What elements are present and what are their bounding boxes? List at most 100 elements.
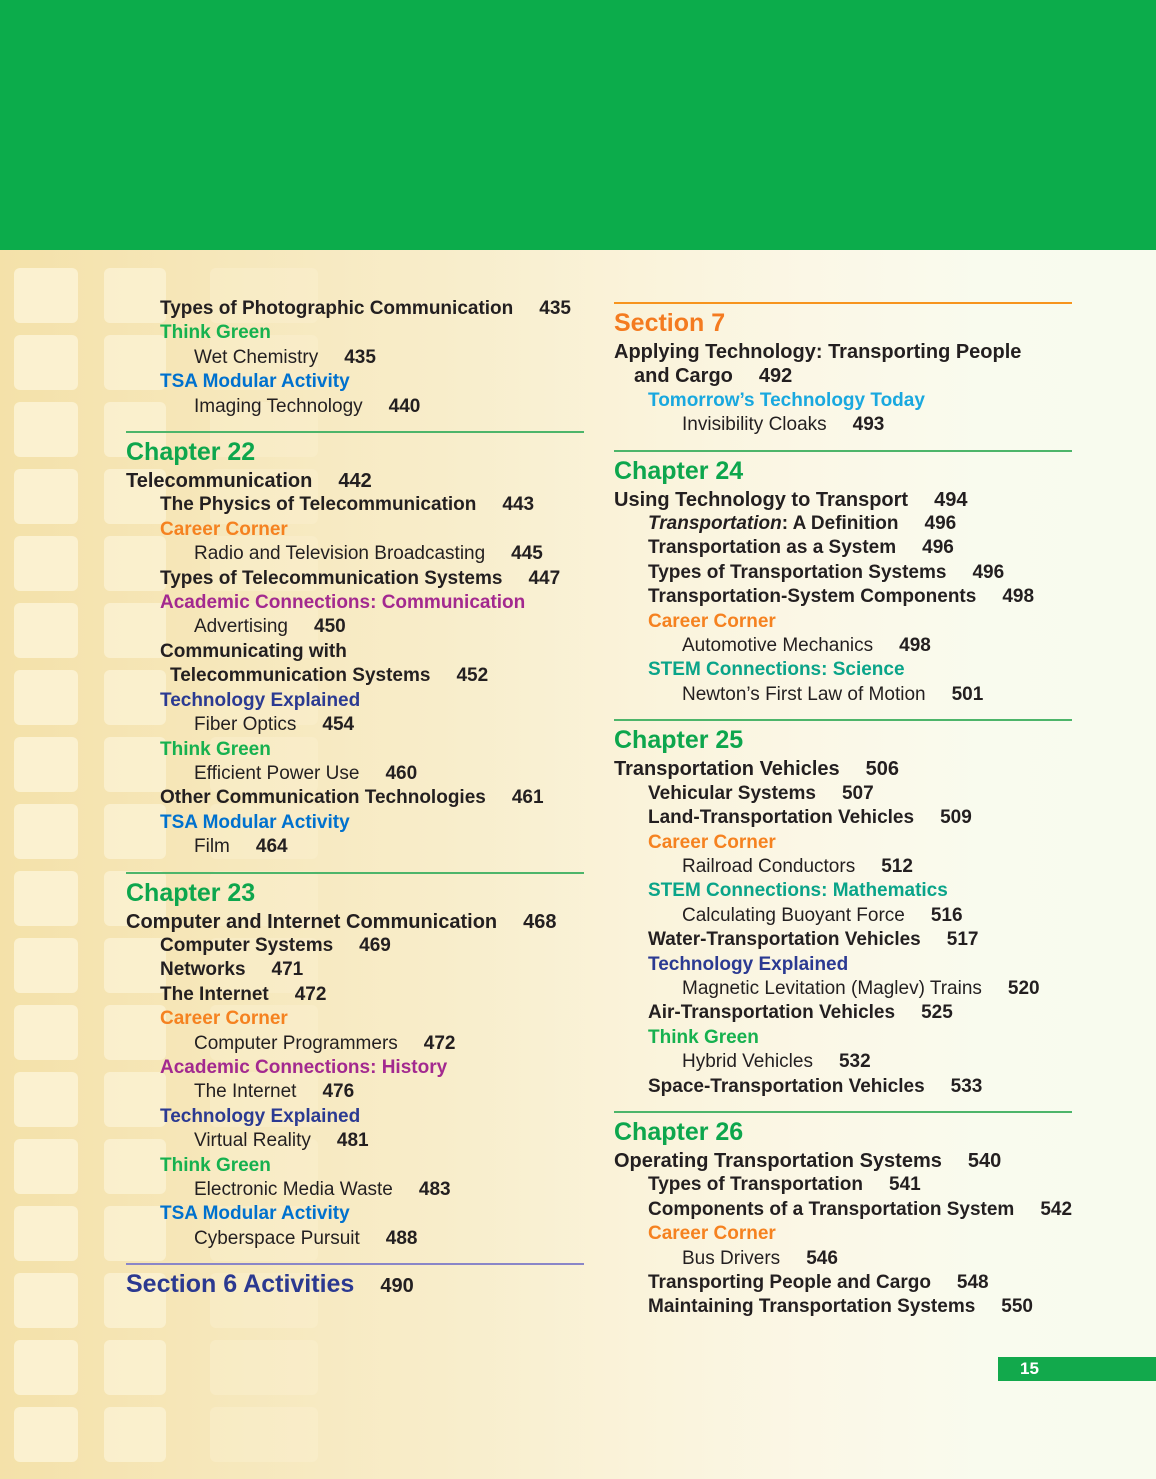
toc-entry: Maintaining Transportation Systems 550 <box>614 1295 1072 1319</box>
filmstrip-tile <box>14 1340 78 1395</box>
entry-page: 443 <box>502 494 535 516</box>
toc-block: Section 6 Activities 490 <box>126 1263 584 1301</box>
heading-label: Chapter 24 <box>614 456 744 485</box>
toc-entry: STEM Connections: Science <box>614 658 1072 682</box>
toc-entry: Transportation as a System 496 <box>614 536 1072 560</box>
filmstrip-tile <box>14 469 78 524</box>
entry-label: Advertising <box>194 616 288 638</box>
filmstrip-tile <box>14 804 78 859</box>
entry-label: Career Corner <box>648 610 776 632</box>
entry-label: Think Green <box>160 738 271 760</box>
toc-entry: Components of a Transportation System 542 <box>614 1198 1072 1222</box>
entry-page: 471 <box>271 959 304 981</box>
entry-label: Computer Programmers <box>194 1032 398 1054</box>
entry-label: Technology Explained <box>648 953 849 975</box>
entry-page: 442 <box>338 470 372 493</box>
toc-entry: The Internet 472 <box>126 983 584 1007</box>
toc-entry: Types of Transportation 541 <box>614 1173 1072 1197</box>
entry-page: 532 <box>838 1051 871 1073</box>
entry-page: 476 <box>322 1081 355 1103</box>
toc-entry: Career Corner <box>126 518 584 542</box>
toc-entry: Transportation: A Definition 496 <box>614 512 1072 536</box>
filmstrip-tile <box>14 402 78 457</box>
filmstrip-tile <box>14 335 78 390</box>
entry-page: 460 <box>385 762 418 784</box>
entry-label: Computer and Internet Communication <box>126 910 498 933</box>
heading-section-7: Section 7 <box>614 308 1072 338</box>
entry-page: 468 <box>523 910 557 933</box>
heading-label: Chapter 22 <box>126 438 256 467</box>
entry-page: 454 <box>322 714 355 736</box>
toc-entry: Applying Technology: Transporting People <box>614 340 1072 364</box>
toc-block: Chapter 23 Computer and Internet Communic… <box>126 871 584 1252</box>
toc-entry: Think Green <box>126 1154 584 1178</box>
entry-page: 517 <box>946 929 979 951</box>
toc-entry: Hybrid Vehicles 532 <box>614 1050 1072 1074</box>
entry-page: 472 <box>294 983 327 1005</box>
filmstrip-tile <box>210 1407 318 1462</box>
entry-label: Electronic Media Waste <box>194 1179 393 1200</box>
entry-label: Technology Explained <box>160 689 361 711</box>
toc-entry: Imaging Technology 440 <box>126 395 584 419</box>
entry-label: Calculating Buoyant Force <box>682 904 905 926</box>
section-rule <box>614 302 1072 304</box>
entry-label: Types of Transportation <box>648 1174 864 1196</box>
entry-page: 450 <box>314 616 346 638</box>
filmstrip-tile <box>14 1273 78 1328</box>
toc-entry: and Cargo 492 <box>614 364 1072 388</box>
entry-page: 483 <box>418 1179 451 1200</box>
toc-entry: Types of Transportation Systems 496 <box>614 561 1072 585</box>
entry-label: STEM Connections: Mathematics <box>648 880 948 902</box>
entry-page: 541 <box>889 1174 921 1196</box>
toc-entry: TSA Modular Activity <box>126 370 584 394</box>
heading-chapter-25: Chapter 25 <box>614 725 1072 755</box>
filmstrip-tile <box>14 938 78 993</box>
toc-entry: Vehicular Systems 507 <box>614 782 1072 806</box>
entry-page: 472 <box>423 1032 456 1054</box>
heading-label: Chapter 23 <box>126 878 256 907</box>
toc-block: Types of Photographic Communication 435 Th… <box>126 297 584 419</box>
filmstrip-tile <box>210 1340 318 1395</box>
entry-page: 440 <box>388 395 421 417</box>
toc-right-column: Section 7 Applying Technology: Transporti… <box>614 290 1072 1320</box>
toc-entry: Land-Transportation Vehicles 509 <box>614 806 1072 830</box>
entry-label: Networks <box>160 959 246 981</box>
entry-page: 496 <box>972 561 1005 583</box>
toc-entry: Efficient Power Use 460 <box>126 762 584 786</box>
entry-label: Technology Explained <box>160 1105 361 1127</box>
section-rule <box>126 1263 584 1266</box>
toc-entry: Types of Photographic Communication 435 <box>126 297 584 321</box>
toc-entry: Operating Transportation Systems 540 <box>614 1149 1072 1173</box>
toc-entry: Technology Explained <box>126 1105 584 1129</box>
filmstrip-tile <box>14 1407 78 1462</box>
entry-label: Transportation Vehicles <box>614 758 840 781</box>
toc-entry: Technology Explained <box>614 953 1072 977</box>
toc-entry: Communicating with <box>126 640 584 664</box>
toc-entry: Virtual Reality 481 <box>126 1129 584 1153</box>
toc-entry: Automotive Mechanics 498 <box>614 634 1072 658</box>
entry-label: Operating Transportation Systems <box>614 1149 942 1172</box>
entry-label: Efficient Power Use <box>194 762 360 784</box>
section-rule <box>614 449 1072 452</box>
entry-page: 469 <box>359 934 391 956</box>
heading-section-6-activities: Section 6 Activities 490 <box>126 1269 584 1301</box>
toc-entry: Invisibility Cloaks 493 <box>614 413 1072 437</box>
entry-label: Railroad Conductors <box>682 855 856 877</box>
entry-page: 533 <box>950 1075 983 1097</box>
entry-label: TSA Modular Activity <box>160 1203 350 1225</box>
toc-entry: Wet Chemistry 435 <box>126 346 584 370</box>
toc-entry: Fiber Optics 454 <box>126 713 584 737</box>
entry-label: Career Corner <box>648 831 776 853</box>
entry-label: Career Corner <box>160 1008 288 1030</box>
toc-entry: Railroad Conductors 512 <box>614 855 1072 879</box>
heading-chapter-23: Chapter 23 <box>126 878 584 908</box>
entry-page: 540 <box>967 1149 1002 1172</box>
toc-entry: Telecommunication 442 <box>126 469 584 493</box>
heading-chapter-26: Chapter 26 <box>614 1117 1072 1147</box>
toc-entry: Computer Programmers 472 <box>126 1032 584 1056</box>
entry-label: TSA Modular Activity <box>160 371 350 393</box>
filmstrip-tile <box>14 1206 78 1261</box>
toc-entry: Electronic Media Waste 483 <box>126 1178 584 1202</box>
entry-page: 452 <box>456 665 489 687</box>
